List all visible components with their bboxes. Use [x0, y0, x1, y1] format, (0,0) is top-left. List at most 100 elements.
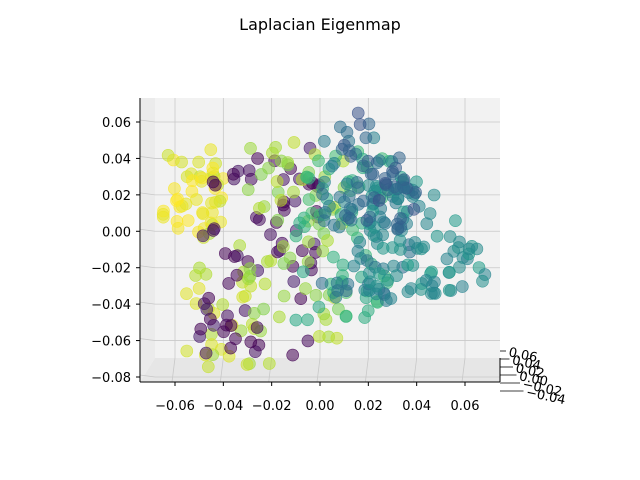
data-point [301, 313, 314, 327]
data-point [193, 261, 206, 275]
data-point [157, 210, 170, 224]
data-point [430, 229, 444, 243]
data-point [199, 346, 213, 360]
data-point [357, 194, 370, 208]
data-point [258, 277, 272, 291]
grid-line-floor-x [461, 357, 466, 383]
z-tick-label: 0.02 [102, 189, 131, 204]
data-point [262, 357, 276, 370]
data-point [274, 194, 288, 207]
x-tick-label: 0.06 [451, 399, 480, 414]
data-point [350, 176, 364, 189]
data-point [297, 211, 311, 225]
data-point [364, 167, 378, 181]
data-point [261, 255, 274, 268]
data-point [358, 311, 372, 324]
data-point [323, 199, 336, 213]
data-point [379, 177, 392, 190]
data-point [240, 358, 254, 371]
data-point [286, 348, 300, 362]
data-point [309, 288, 323, 302]
data-point [381, 273, 395, 287]
data-point [353, 235, 367, 249]
data-point [244, 335, 258, 349]
data-point [296, 265, 310, 279]
data-point [186, 174, 199, 187]
z-tick-label: −0.02 [91, 262, 131, 277]
data-point [336, 258, 350, 272]
data-point [181, 214, 195, 227]
data-point [417, 240, 431, 254]
data-point [251, 152, 264, 165]
data-point [171, 222, 185, 235]
data-point [394, 212, 407, 225]
grid-line-side-z [139, 301, 156, 305]
data-point [315, 276, 329, 290]
data-point [318, 175, 331, 189]
data-point [244, 142, 257, 155]
data-point [372, 194, 386, 207]
data-point [401, 258, 415, 272]
data-point [202, 360, 215, 374]
data-point [302, 235, 315, 249]
grid-line-side-z [139, 192, 156, 196]
data-point [206, 161, 220, 175]
data-point [351, 106, 365, 120]
data-point [384, 292, 398, 305]
z-tick-label: −0.04 [91, 298, 131, 313]
data-point [316, 244, 330, 258]
data-point [420, 217, 434, 230]
data-point [270, 175, 284, 188]
grid-line-side-z [139, 374, 156, 378]
data-point [192, 155, 205, 169]
data-point [339, 209, 352, 222]
data-point [332, 302, 345, 316]
z-tick-label: −0.06 [91, 335, 131, 350]
chart-title: Laplacian Eigenmap [239, 15, 401, 34]
data-point [299, 282, 312, 295]
data-point [407, 203, 421, 216]
data-point [207, 222, 221, 235]
data-point [209, 178, 222, 192]
data-point [312, 154, 325, 168]
data-point [301, 255, 315, 269]
data-point [409, 186, 422, 199]
data-point [257, 302, 270, 316]
data-point [347, 259, 361, 273]
data-point [316, 187, 329, 201]
data-point [427, 286, 440, 300]
data-point [353, 118, 367, 131]
data-point [325, 159, 339, 173]
data-point [302, 193, 316, 206]
z-tick-label: 0.04 [102, 152, 131, 167]
x-tick-label: 0.02 [354, 399, 383, 414]
data-point [196, 229, 210, 243]
data-point [180, 344, 194, 358]
data-point [276, 240, 290, 253]
data-point [394, 243, 407, 256]
data-point [341, 277, 355, 291]
data-point [283, 251, 297, 265]
data-point [453, 260, 466, 274]
data-point [443, 265, 456, 279]
z-tick-label: 0.00 [102, 225, 131, 240]
data-point [271, 213, 285, 227]
grid-line-floor-x [171, 357, 176, 383]
data-point [194, 322, 208, 336]
data-point [321, 234, 334, 247]
data-point [242, 272, 255, 286]
data-point [224, 319, 238, 332]
data-point [404, 282, 418, 295]
left-pane [140, 98, 155, 382]
data-point [175, 155, 188, 169]
data-point [356, 159, 370, 173]
data-point [204, 143, 218, 156]
data-point [192, 282, 206, 295]
data-point [376, 228, 390, 242]
data-point [216, 298, 229, 311]
data-point [360, 214, 374, 227]
grid-line-floor-x [364, 357, 369, 383]
data-point [274, 154, 288, 168]
x-tick-label: 0.00 [306, 399, 335, 414]
